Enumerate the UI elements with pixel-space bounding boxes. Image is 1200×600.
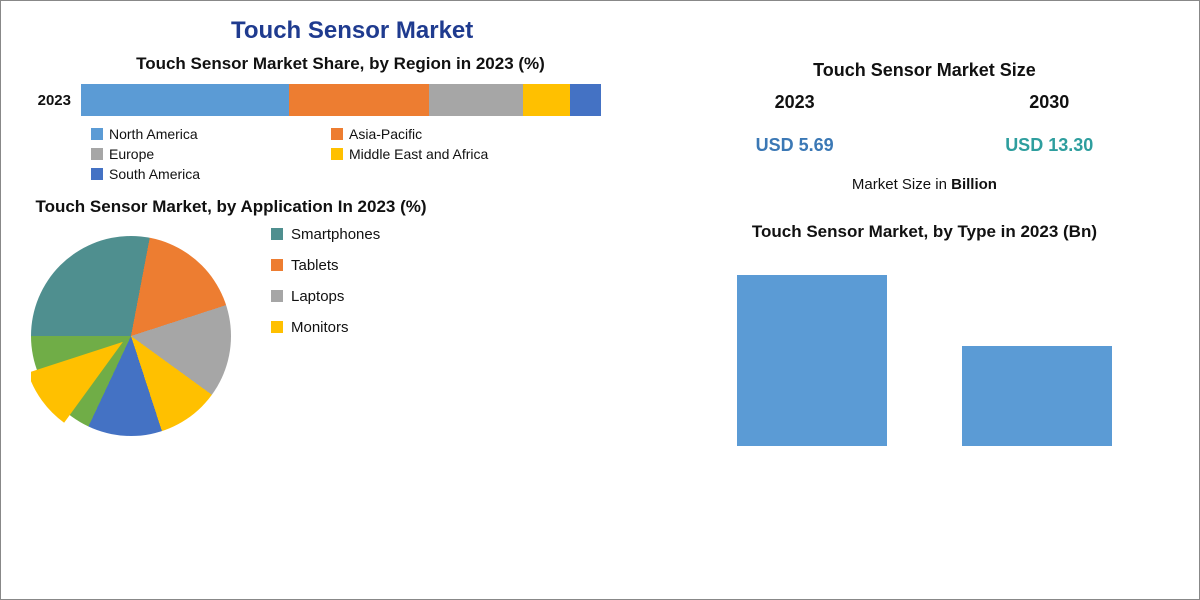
- legend-swatch: [271, 290, 283, 302]
- legend-swatch: [331, 128, 343, 140]
- legend-label: Smartphones: [291, 226, 380, 243]
- legend-item: Laptops: [271, 288, 660, 305]
- market-size-note-bold: Billion: [951, 176, 997, 193]
- type-bar: [962, 346, 1112, 446]
- region-bar-segment: [81, 84, 289, 116]
- legend-item: Europe: [91, 146, 331, 162]
- legend-swatch: [91, 168, 103, 180]
- market-size-col-2023: 2023 USD 5.69: [756, 92, 834, 156]
- market-size-value-1: USD 13.30: [1005, 135, 1093, 156]
- legend-item: Tablets: [271, 257, 660, 274]
- application-chart-row: Smartphones Tablets Laptops Monitors: [21, 226, 660, 396]
- market-size-note: Market Size in Billion: [670, 176, 1179, 193]
- pie-chart: [31, 236, 231, 436]
- market-size-value-0: USD 5.69: [756, 135, 834, 156]
- legend-label: Europe: [109, 146, 154, 162]
- market-size-title: Touch Sensor Market Size: [670, 59, 1179, 82]
- region-bar-segment: [570, 84, 601, 116]
- market-size-year-0: 2023: [756, 92, 834, 113]
- legend-label: Laptops: [291, 288, 344, 305]
- type-chart-title: Touch Sensor Market, by Type in 2023 (Bn…: [670, 221, 1179, 242]
- pie-wrap: [21, 226, 261, 396]
- application-chart: Touch Sensor Market, by Application In 2…: [21, 196, 660, 395]
- legend-swatch: [271, 321, 283, 333]
- legend-swatch: [331, 148, 343, 160]
- legend-item: North America: [91, 126, 331, 142]
- market-size-year-1: 2030: [1005, 92, 1093, 113]
- legend-label: North America: [109, 126, 198, 142]
- legend-item: Middle East and Africa: [331, 146, 571, 162]
- region-chart-title: Touch Sensor Market Share, by Region in …: [21, 53, 660, 74]
- market-size-panel: Touch Sensor Market Size 2023 USD 5.69 2…: [670, 59, 1179, 193]
- region-bar-category-label: 2023: [21, 92, 81, 109]
- legend-swatch: [271, 259, 283, 271]
- type-bars: [670, 256, 1179, 446]
- application-chart-title: Touch Sensor Market, by Application In 2…: [21, 196, 441, 217]
- market-size-col-2030: 2030 USD 13.30: [1005, 92, 1093, 156]
- legend-label: Monitors: [291, 319, 349, 336]
- region-bar-segment: [523, 84, 570, 116]
- region-bar-row: 2023: [21, 84, 660, 116]
- content-grid: Touch Sensor Market Share, by Region in …: [21, 49, 1179, 446]
- legend-label: Tablets: [291, 257, 339, 274]
- page-root: Touch Sensor Market Touch Sensor Market …: [0, 0, 1200, 600]
- region-bar-segment: [429, 84, 523, 116]
- legend-label: Asia-Pacific: [349, 126, 422, 142]
- region-stacked-bar: [81, 84, 601, 116]
- main-title: Touch Sensor Market: [231, 17, 1179, 45]
- legend-item: Monitors: [271, 319, 660, 336]
- legend-swatch: [271, 228, 283, 240]
- region-chart: Touch Sensor Market Share, by Region in …: [21, 53, 660, 186]
- application-legend: Smartphones Tablets Laptops Monitors: [261, 226, 660, 396]
- legend-item: Asia-Pacific: [331, 126, 571, 142]
- legend-label: South America: [109, 166, 200, 182]
- legend-label: Middle East and Africa: [349, 146, 488, 162]
- legend-item: South America: [91, 166, 331, 182]
- region-bar-segment: [289, 84, 429, 116]
- region-legend: North America Asia-Pacific Europe Middle Ea…: [91, 126, 660, 186]
- market-size-note-prefix: Market Size in: [852, 176, 951, 193]
- left-column: Touch Sensor Market Share, by Region in …: [21, 49, 660, 446]
- legend-item: Smartphones: [271, 226, 660, 243]
- right-column: Touch Sensor Market Size 2023 USD 5.69 2…: [660, 49, 1179, 446]
- type-bar: [737, 275, 887, 446]
- legend-swatch: [91, 148, 103, 160]
- legend-swatch: [91, 128, 103, 140]
- market-size-columns: 2023 USD 5.69 2030 USD 13.30: [670, 92, 1179, 156]
- type-chart: Touch Sensor Market, by Type in 2023 (Bn…: [670, 221, 1179, 446]
